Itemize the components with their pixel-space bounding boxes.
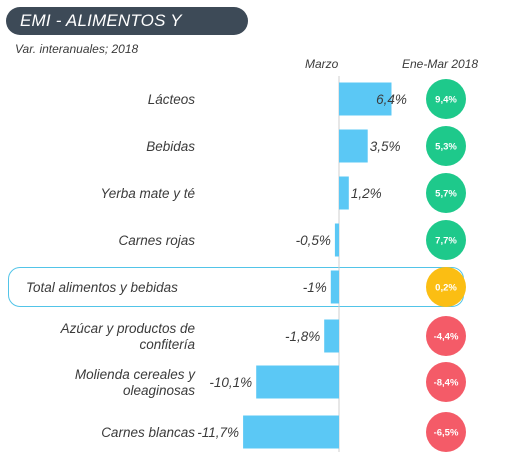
ytd-circle xyxy=(426,220,466,260)
category-label: Total alimentos y bebidas xyxy=(26,280,178,295)
value-labels: 6,4% 3,5% 1,2% -0,5% -1% -1,8% -10,1% -11,7% xyxy=(197,92,407,440)
bar xyxy=(339,82,392,116)
bar xyxy=(334,223,339,257)
value-label: -10,1% xyxy=(209,375,252,390)
value-label: -11,7% xyxy=(197,425,239,440)
bar xyxy=(339,129,368,163)
ytd-value-label: -6,5% xyxy=(434,428,459,439)
category-label: Molienda cereales y oleaginosas xyxy=(75,367,196,398)
bar xyxy=(243,415,339,449)
bar xyxy=(330,270,339,304)
category-label: Carnes rojas xyxy=(118,233,195,248)
ytd-value-label: 9,4% xyxy=(435,95,457,106)
bar xyxy=(339,176,349,210)
value-label: 1,2% xyxy=(351,186,382,201)
ytd-value-label: 7,7% xyxy=(435,236,457,247)
ytd-circle xyxy=(426,126,466,166)
value-label: -0,5% xyxy=(296,233,331,248)
category-label: Lácteos xyxy=(148,92,196,107)
ytd-circle xyxy=(426,316,466,356)
ytd-circle xyxy=(426,267,466,307)
column-header-march: Marzo xyxy=(305,57,339,71)
value-label: 6,4% xyxy=(376,92,407,107)
chart-subtitle: Var. interanuales; 2018 xyxy=(15,42,139,56)
value-label: 3,5% xyxy=(370,139,401,154)
column-header-ytd: Ene-Mar 2018 xyxy=(402,57,479,71)
category-label: Azúcar y productos de confitería xyxy=(60,321,196,352)
ytd-value-label: 5,3% xyxy=(435,142,457,153)
ytd-circle xyxy=(426,79,466,119)
ytd-circle xyxy=(426,362,466,402)
category-label: Yerba mate y té xyxy=(100,186,195,201)
ytd-circle xyxy=(426,173,466,213)
ytd-value-label: 5,7% xyxy=(435,189,457,200)
ytd-value-label: -8,4% xyxy=(434,378,459,389)
value-label: -1,8% xyxy=(285,329,320,344)
bar xyxy=(324,319,339,353)
ytd-value-label: 0,2% xyxy=(435,283,457,294)
bar xyxy=(256,365,339,399)
value-label: -1% xyxy=(303,280,327,295)
ytd-value-label: -4,4% xyxy=(434,332,459,343)
ytd-circle xyxy=(426,412,466,452)
ytd-circles: 9,4% 5,3% 5,7% 7,7% 0,2% -4,4% -8,4% -6,5% xyxy=(426,79,466,452)
chart-title: EMI - ALIMENTOS Y BEBIDAS xyxy=(6,7,248,58)
category-labels: Lácteos Bebidas Yerba mate y té Carnes roja… xyxy=(26,92,196,440)
bars xyxy=(243,82,392,449)
category-label: Carnes blancas xyxy=(101,425,195,440)
category-label: Bebidas xyxy=(146,139,195,154)
